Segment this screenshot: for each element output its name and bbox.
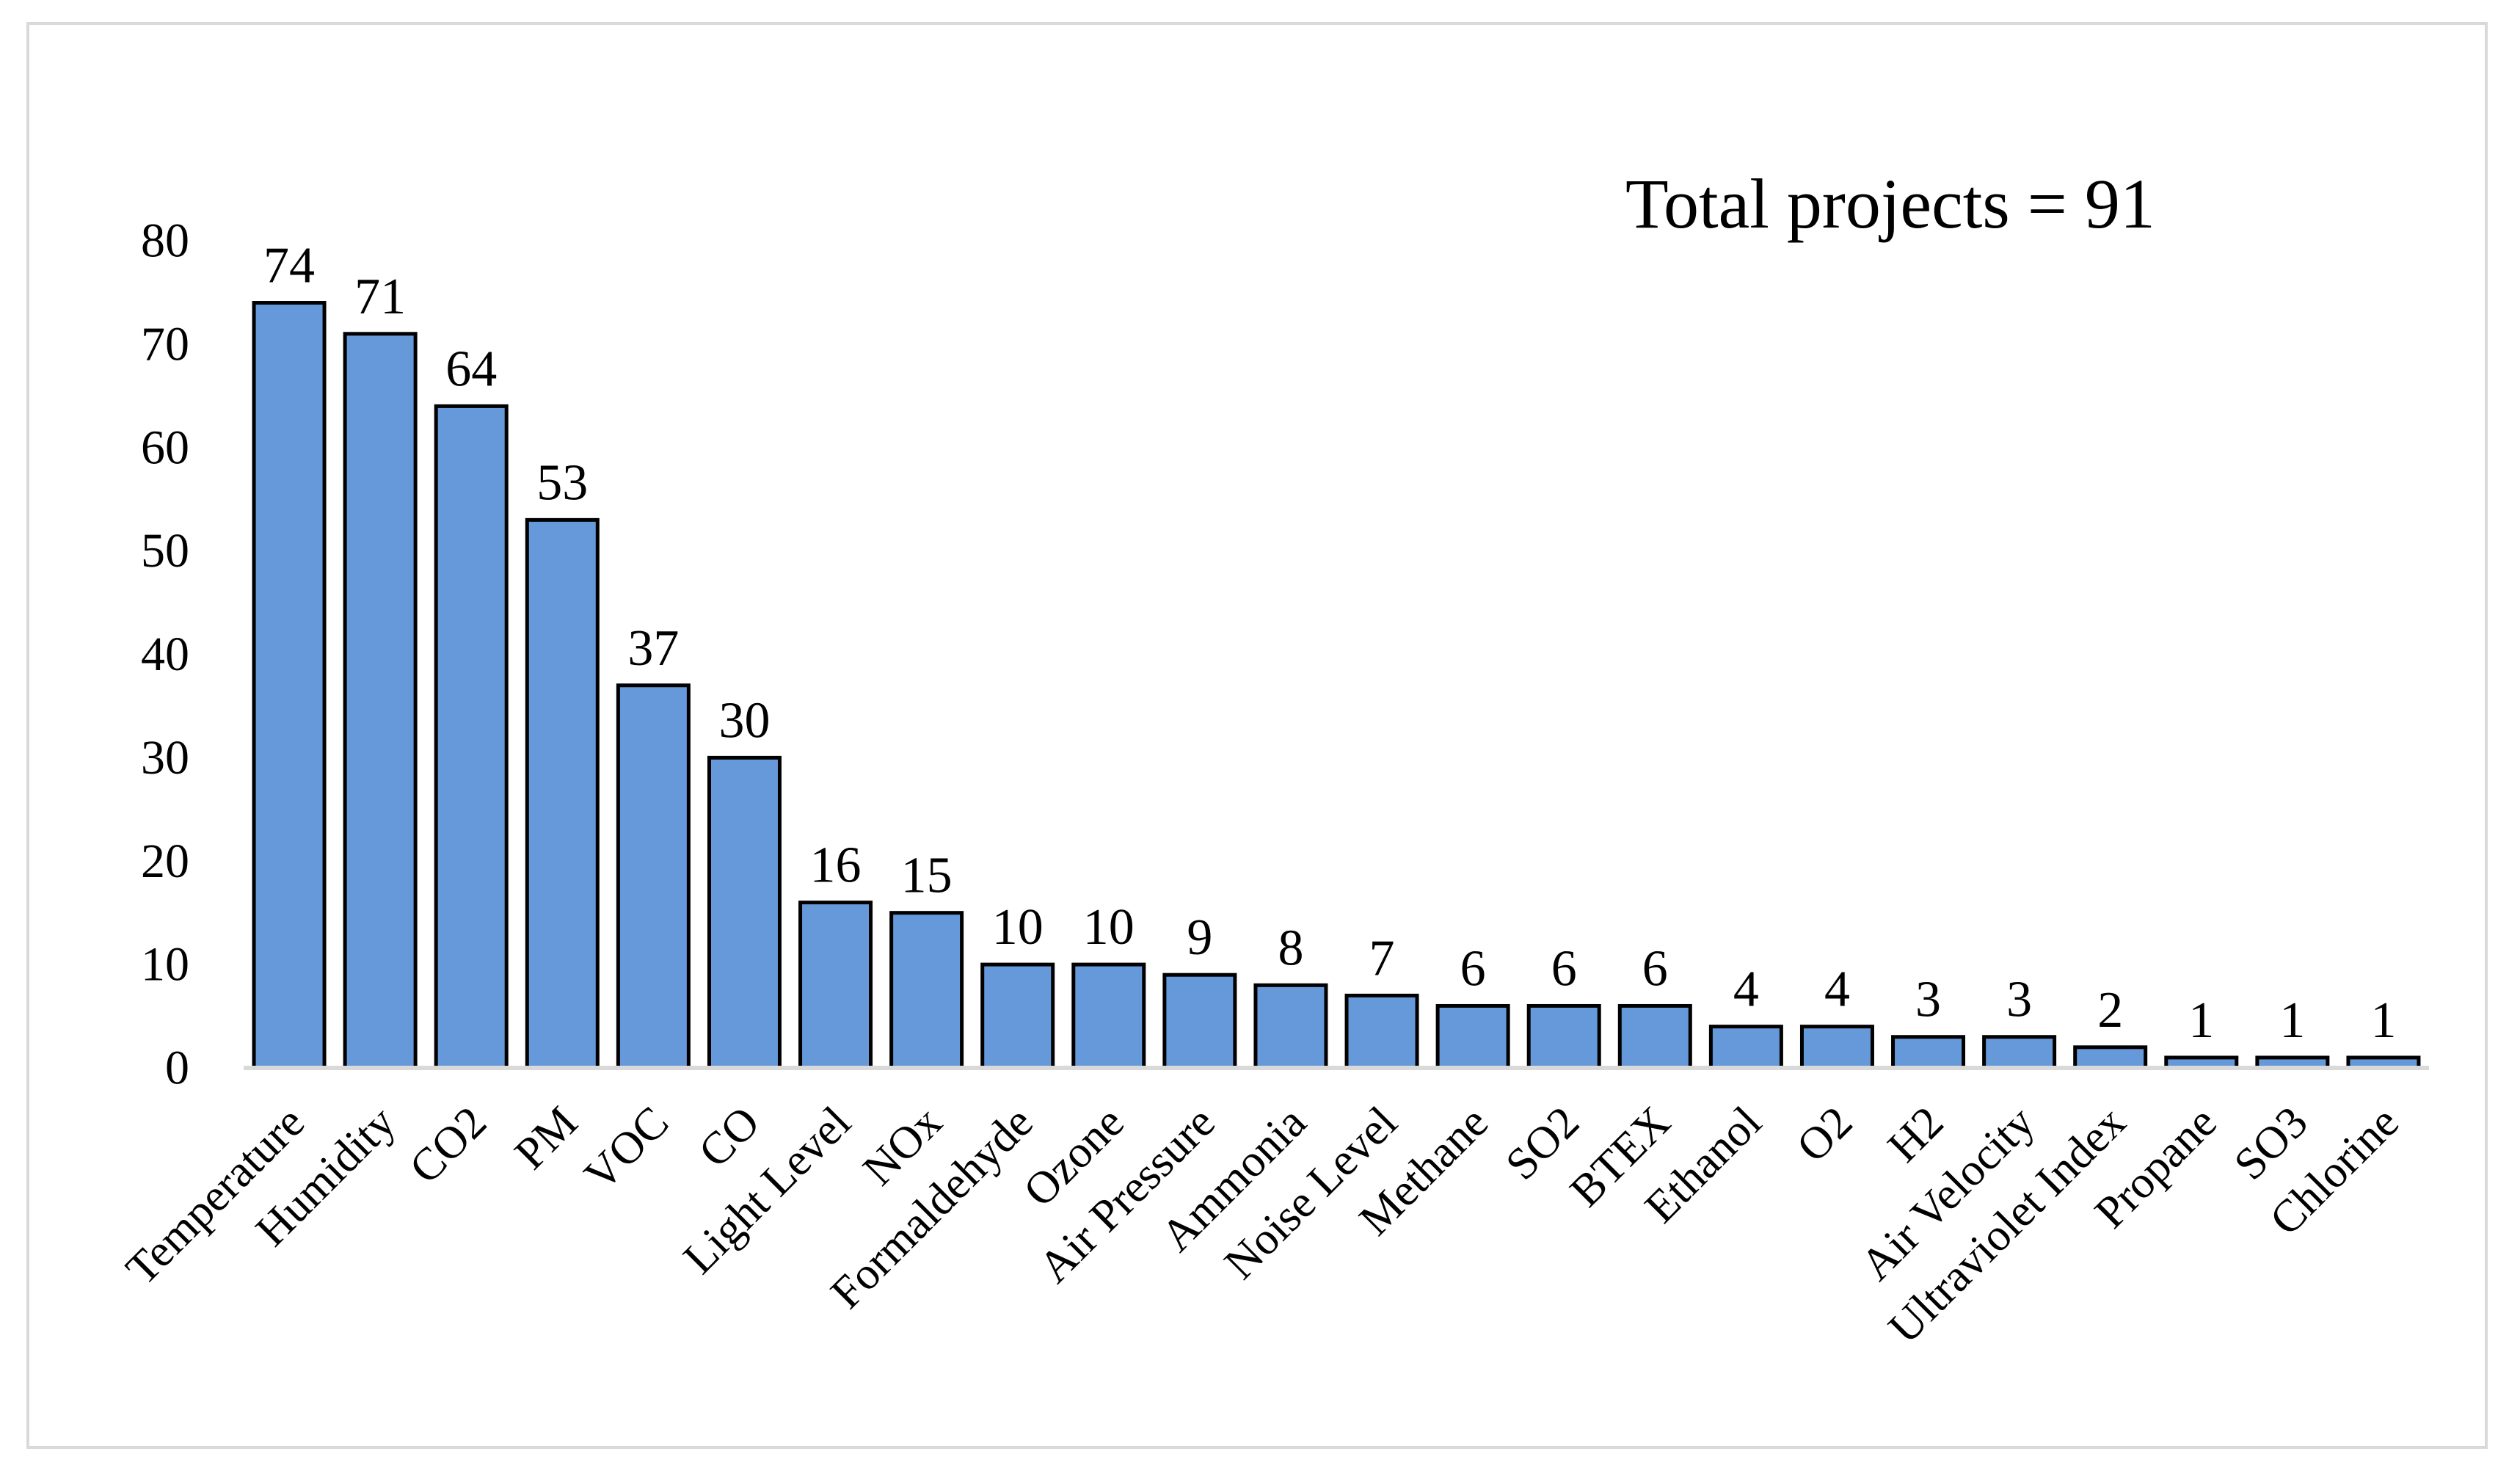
bar [525, 517, 600, 1070]
bar-value-label: 1 [2188, 992, 2214, 1049]
y-tick-label: 10 [141, 938, 189, 992]
y-tick-label: 60 [141, 421, 189, 474]
bar-value-label: 7 [1369, 930, 1395, 986]
bar-value-label: 1 [2279, 992, 2305, 1049]
bars [252, 301, 2421, 1070]
bar-value-label: 9 [1187, 909, 1212, 966]
bar-value-label: 10 [1083, 899, 1135, 956]
y-tick-label: 80 [141, 214, 189, 268]
y-tick-label: 50 [141, 524, 189, 578]
bar [1708, 1025, 1783, 1070]
bar [980, 962, 1055, 1070]
category-label: Light Level [674, 1097, 861, 1284]
bar [1891, 1035, 1966, 1070]
bar [1253, 983, 1328, 1070]
y-tick-label: 0 [165, 1041, 189, 1095]
bar [1617, 1003, 1692, 1070]
bar-value-label: 10 [992, 899, 1044, 956]
category-label: O2 [1788, 1097, 1862, 1172]
bar-value-label: 4 [1824, 961, 1850, 1018]
bar-value-label: 1 [2370, 992, 2396, 1049]
bar-value-label: 37 [627, 620, 679, 677]
bar [1162, 973, 1237, 1070]
total-projects-annotation: Total projects = 91 [1625, 164, 2155, 243]
bar [2073, 1045, 2148, 1070]
bar-value-label: 6 [1642, 940, 1668, 997]
y-tick-label: 40 [141, 628, 189, 681]
bar-value-label: 2 [2097, 982, 2123, 1039]
bar [434, 404, 509, 1070]
y-tick-label: 30 [141, 731, 189, 785]
bar [343, 332, 418, 1070]
bar-value-label: 3 [1915, 972, 1941, 1028]
bar [1071, 962, 1146, 1070]
y-tick-label: 70 [141, 317, 189, 371]
bar-value-label: 16 [810, 837, 862, 894]
bar [798, 901, 873, 1070]
bar-value-label: 64 [445, 341, 497, 397]
category-label: CO2 [400, 1097, 496, 1193]
bar-value-label: 6 [1460, 940, 1486, 997]
bar-value-label: 30 [718, 692, 770, 749]
bar-value-label: 8 [1278, 920, 1303, 976]
bar-value-label: 15 [901, 848, 953, 904]
bar-value-label: 71 [354, 269, 406, 325]
bar [1435, 1003, 1510, 1070]
bar-value-label: 53 [536, 454, 588, 511]
category-label: PM [506, 1097, 587, 1179]
bar [1344, 993, 1419, 1070]
bar [889, 911, 964, 1070]
bar [707, 755, 782, 1070]
bar [616, 683, 691, 1070]
bar [1526, 1003, 1601, 1070]
category-label: H2 [1879, 1097, 1953, 1172]
bar [1982, 1035, 2057, 1070]
bar [252, 301, 327, 1070]
bar-value-label: 4 [1733, 961, 1759, 1018]
category-label: VOC [575, 1097, 679, 1201]
bar-value-label: 74 [263, 238, 315, 294]
bar-value-label: 3 [2006, 972, 2032, 1028]
bar [1799, 1025, 1874, 1070]
y-tick-label: 20 [141, 835, 189, 888]
bar-value-label: 6 [1551, 940, 1577, 997]
y-axis-ticks: 0 10 20 30 40 50 60 70 80 [141, 214, 189, 1095]
